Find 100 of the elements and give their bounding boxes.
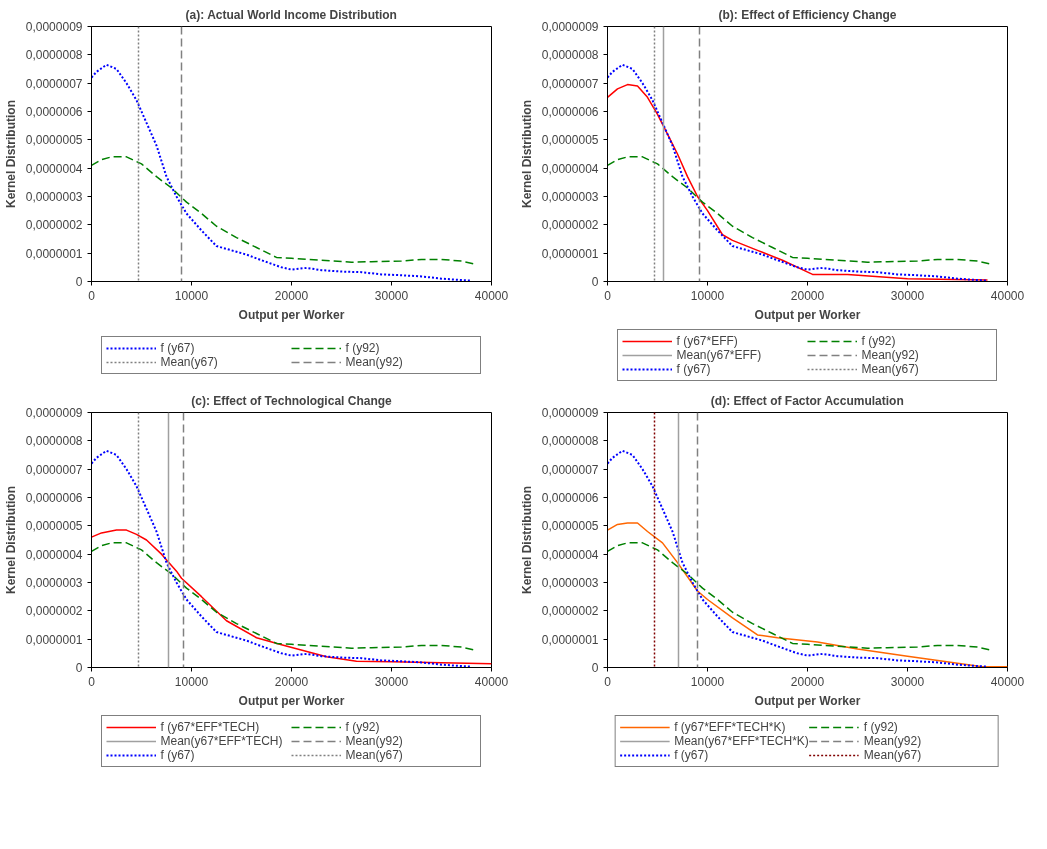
line-series	[91, 156, 476, 265]
legend-label: f (y67*EFF)	[676, 334, 739, 348]
x-tick-label: 40000	[990, 288, 1025, 303]
x-tick-label: 10000	[174, 674, 209, 689]
y-tick-label: 0,0000007	[25, 462, 83, 477]
y-tick-label: 0,0000002	[25, 218, 83, 233]
legend-label: Mean(y92)	[345, 734, 404, 748]
legend-label: f (y67)	[160, 341, 196, 355]
x-tick-label: 20000	[790, 288, 825, 303]
y-tick-label: 0,0000008	[541, 48, 599, 63]
y-tick-label: 0,0000006	[541, 105, 599, 119]
legend-label: f (y92)	[863, 720, 899, 734]
legend-label: Mean(y67)	[861, 362, 920, 376]
chart-title: (d): Effect of Factor Accumulation	[710, 393, 904, 408]
x-tick-label: 10000	[690, 674, 725, 689]
y-tick-label: 0,0000009	[25, 20, 83, 34]
legend-label: f (y67)	[160, 748, 196, 762]
legend-label: f (y67*EFF*TECH)	[160, 720, 261, 734]
x-tick-label: 30000	[374, 288, 409, 303]
y-tick-label: 0,0000002	[541, 604, 599, 619]
y-tick-label: 0,0000001	[541, 246, 599, 261]
y-tick-label: 0,0000004	[541, 547, 599, 562]
legend-label: f (y67)	[674, 748, 710, 762]
legend-label: Mean(y67)	[863, 748, 923, 762]
y-tick-label: 0,0000009	[541, 20, 599, 34]
x-tick-label: 20000	[790, 674, 825, 689]
x-tick-label: 0	[88, 288, 96, 303]
y-axis-title: Kernel Distribution	[3, 485, 18, 594]
y-tick-label: 0,0000009	[25, 406, 83, 420]
legend-label: Mean(y67)	[345, 748, 404, 762]
y-tick-label: 0,0000004	[541, 161, 599, 176]
y-tick-label: 0,0000008	[541, 434, 599, 449]
line-series	[91, 63, 473, 282]
line-series	[607, 542, 992, 651]
x-axis-title: Output per Worker	[238, 693, 345, 708]
x-axis-title: Output per Worker	[238, 307, 345, 322]
y-tick-label: 0,0000007	[25, 76, 83, 91]
y-tick-label: 0,0000003	[25, 576, 83, 590]
legend-label: f (y67)	[676, 362, 712, 376]
y-tick-label: 0,0000003	[541, 190, 599, 204]
x-tick-label: 0	[604, 288, 612, 303]
legend-label: Mean(y67*EFF*TECH*K)	[674, 734, 809, 748]
legend-label: Mean(y92)	[863, 734, 923, 748]
y-tick-label: 0,0000003	[25, 190, 83, 204]
x-tick-label: 40000	[474, 288, 509, 303]
y-axis-title: Kernel Distribution	[3, 99, 18, 208]
legend-label: Mean(y67*EFF*TECH)	[160, 734, 284, 748]
x-tick-label: 30000	[374, 674, 409, 689]
y-tick-label: 0,0000005	[541, 519, 599, 534]
chart-title: (a): Actual World Income Distribution	[185, 7, 397, 22]
y-tick-label: 0,0000004	[25, 547, 83, 562]
legend-label: f (y92)	[861, 334, 897, 348]
legend-label: f (y92)	[345, 341, 381, 355]
y-tick-label: 0,0000001	[541, 632, 599, 647]
line-series	[607, 449, 989, 668]
y-tick-label: 0,0000003	[541, 576, 599, 590]
y-tick-label: 0	[591, 661, 599, 675]
chart-title: (b): Effect of Efficiency Change	[718, 7, 897, 22]
x-tick-label: 0	[88, 674, 96, 689]
y-axis-title: Kernel Distribution	[519, 99, 534, 208]
legend-label: Mean(y67)	[160, 355, 219, 369]
x-axis-title: Output per Worker	[754, 693, 861, 708]
x-tick-label: 10000	[690, 288, 725, 303]
y-tick-label: 0,0000007	[541, 76, 599, 91]
y-tick-label: 0,0000006	[25, 105, 83, 119]
line-series	[91, 449, 473, 668]
y-tick-label: 0,0000008	[25, 434, 83, 449]
y-tick-label: 0,0000002	[25, 604, 83, 619]
legend-label: f (y67*EFF*TECH*K)	[674, 720, 787, 734]
y-tick-label: 0,0000007	[541, 462, 599, 477]
x-tick-label: 0	[604, 674, 612, 689]
x-tick-label: 20000	[274, 674, 309, 689]
x-tick-label: 40000	[990, 674, 1025, 689]
x-tick-label: 30000	[890, 674, 925, 689]
y-tick-label: 0,0000005	[25, 519, 83, 534]
x-tick-label: 40000	[474, 674, 509, 689]
x-tick-label: 20000	[274, 288, 309, 303]
y-tick-label: 0,0000002	[541, 218, 599, 233]
y-tick-label: 0,0000001	[25, 246, 83, 261]
y-tick-label: 0	[591, 275, 599, 289]
y-tick-label: 0,0000006	[541, 491, 599, 505]
y-tick-label: 0,0000006	[25, 491, 83, 505]
x-tick-label: 30000	[890, 288, 925, 303]
legend-label: Mean(y92)	[861, 348, 920, 362]
y-tick-label: 0,0000008	[25, 48, 83, 63]
line-series	[91, 542, 476, 651]
legend-label: Mean(y92)	[345, 355, 404, 369]
y-tick-label: 0,0000001	[25, 632, 83, 647]
y-axis-title: Kernel Distribution	[519, 485, 534, 594]
y-tick-label: 0,0000005	[541, 133, 599, 148]
legend-label: Mean(y67*EFF)	[676, 348, 763, 362]
y-tick-label: 0,0000005	[25, 133, 83, 148]
y-tick-label: 0	[75, 661, 83, 675]
legend-label: f (y92)	[345, 720, 381, 734]
y-tick-label: 0,0000004	[25, 161, 83, 176]
chart-title: (c): Effect of Technological Change	[191, 393, 393, 408]
x-axis-title: Output per Worker	[754, 307, 861, 322]
x-tick-label: 10000	[174, 288, 209, 303]
line-series	[607, 156, 992, 265]
y-tick-label: 0,0000009	[541, 406, 599, 420]
